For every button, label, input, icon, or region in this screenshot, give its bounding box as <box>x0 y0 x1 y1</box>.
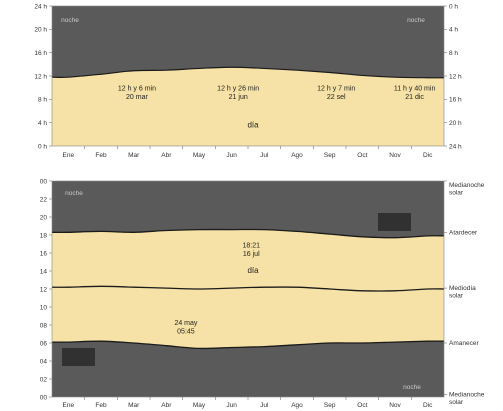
chart1-ytick-left-label: 8 h <box>38 97 47 104</box>
chart2-marker-box-left <box>62 348 95 366</box>
chart2-noon-line <box>51 285 445 292</box>
chart2-day-label: día <box>247 266 259 275</box>
chart2-month-label: Ago <box>291 402 303 409</box>
chart1-month-label: Jun <box>226 152 237 159</box>
chart2-month-label: Dic <box>423 402 433 409</box>
chart1-ytick-right-label: 8 h <box>449 50 458 57</box>
chart2-marker-box-right <box>378 213 411 231</box>
chart2-month-label: Mar <box>128 402 140 409</box>
chart1-ytick-left-label: 20 h <box>34 27 47 34</box>
chart1-daylength-line <box>51 66 445 79</box>
chart1-ytick-right-label: 20 h <box>449 120 462 127</box>
chart1-month-label: Ago <box>291 152 303 159</box>
chart2-month-label: Nov <box>389 402 401 409</box>
chart1-ytick-left-label: 16 h <box>34 50 47 57</box>
chart1-month-label: Sep <box>324 152 336 159</box>
chart2-right-label-line2: solar <box>449 293 464 300</box>
chart2-month-label: Oct <box>357 402 367 409</box>
chart1-month-label: Jul <box>260 152 269 159</box>
chart2-sunrise-line <box>51 340 445 350</box>
chart2-ytick-label: 18 <box>40 232 48 239</box>
chart2-month-label: Ene <box>63 402 75 409</box>
chart1-annotation-line1: 12 h y 7 min <box>317 86 355 93</box>
chart2-month-label: Feb <box>95 402 107 409</box>
chart2-right-label-line1: Amanecer <box>449 340 479 347</box>
chart1-ytick-left-label: 12 h <box>34 73 47 80</box>
chart2-ytick-label: 16 <box>40 250 48 257</box>
chart2-annotation-line2: 05:45 <box>177 329 195 336</box>
chart1-night-label-left: noche <box>61 17 79 24</box>
chart2-annotation-line2: 16 jul <box>243 251 260 258</box>
chart1-month-label: May <box>193 152 206 159</box>
chart2-ytick-label: 10 <box>40 304 48 311</box>
chart2-ytick-label: 00 <box>40 394 48 401</box>
chart2-month-label: Sep <box>324 402 336 409</box>
chart2-night-label-bottom: noche <box>403 384 421 391</box>
chart1-annotation-line1: 11 h y 40 min <box>394 86 436 93</box>
chart1-day-label: día <box>247 120 259 129</box>
chart1-ytick-right-label: 4 h <box>449 27 458 34</box>
chart1-month-label: Feb <box>95 152 107 159</box>
chart2-annotation-line1: 18:21 <box>243 243 261 250</box>
chart1-month-label: Dic <box>423 152 433 159</box>
chart1-month-label: Oct <box>357 152 367 159</box>
chart2-right-label-line1: Mediodía <box>449 285 476 292</box>
chart1-annotation-line2: 21 jun <box>229 94 248 101</box>
chart2-ytick-label: 20 <box>40 214 48 221</box>
chart2-ytick-label: 12 <box>40 286 48 293</box>
chart1-annotation-line2: 20 mar <box>126 94 148 101</box>
chart1-month-label: Ene <box>63 152 75 159</box>
chart1-ytick-right-label: 24 h <box>449 143 462 150</box>
chart1-ytick-left-label: 0 h <box>38 143 47 150</box>
chart2-month-label: Abr <box>161 402 172 409</box>
chart2-day-area <box>52 229 444 349</box>
chart2-month-label: Jul <box>260 402 269 409</box>
chart2-right-label-line2: solar <box>449 190 464 197</box>
chart1-month-label: Mar <box>128 152 140 159</box>
chart1-night-label-right: noche <box>407 17 425 24</box>
chart1-ytick-right-label: 16 h <box>449 97 462 104</box>
chart2-ytick-label: 04 <box>40 358 48 365</box>
chart1-ytick-right-label: 12 h <box>449 73 462 80</box>
chart2-night-label-top: noche <box>65 190 83 197</box>
chart1-annotation-line1: 12 h y 6 min <box>118 86 156 93</box>
chart1-month-label: Abr <box>161 152 172 159</box>
chart1-annotation-line1: 12 h y 26 min <box>217 86 259 93</box>
chart2-ytick-label: 14 <box>40 268 48 275</box>
chart2-right-label-line1: Medianoche <box>449 182 485 189</box>
chart2-right-label-line2: solar <box>449 399 464 406</box>
chart2-ytick-label: 06 <box>40 340 48 347</box>
chart1-day-area <box>52 67 444 146</box>
chart2-ytick-label: 00 <box>40 178 48 185</box>
chart2-month-label: Jun <box>226 402 237 409</box>
chart1-month-label: Nov <box>389 152 401 159</box>
chart2-ytick-label: 22 <box>40 196 48 203</box>
chart2-annotation-line1: 24 may <box>174 320 197 327</box>
chart1-annotation-line2: 22 sel <box>327 94 346 101</box>
chart2-sunset-line <box>51 228 445 239</box>
chart1-ytick-left-label: 4 h <box>38 120 47 127</box>
chart2-ytick-label: 02 <box>40 376 48 383</box>
chart2-right-label-line1: Medianoche <box>449 391 485 398</box>
chart1-ytick-left-label: 24 h <box>34 3 47 10</box>
chart1-ytick-right-label: 0 h <box>449 3 458 10</box>
chart2-ytick-label: 08 <box>40 322 48 329</box>
chart1-annotation-line2: 21 dic <box>405 94 424 101</box>
chart2-month-label: May <box>193 402 206 409</box>
chart2-right-label-line1: Atardecer <box>449 229 478 236</box>
